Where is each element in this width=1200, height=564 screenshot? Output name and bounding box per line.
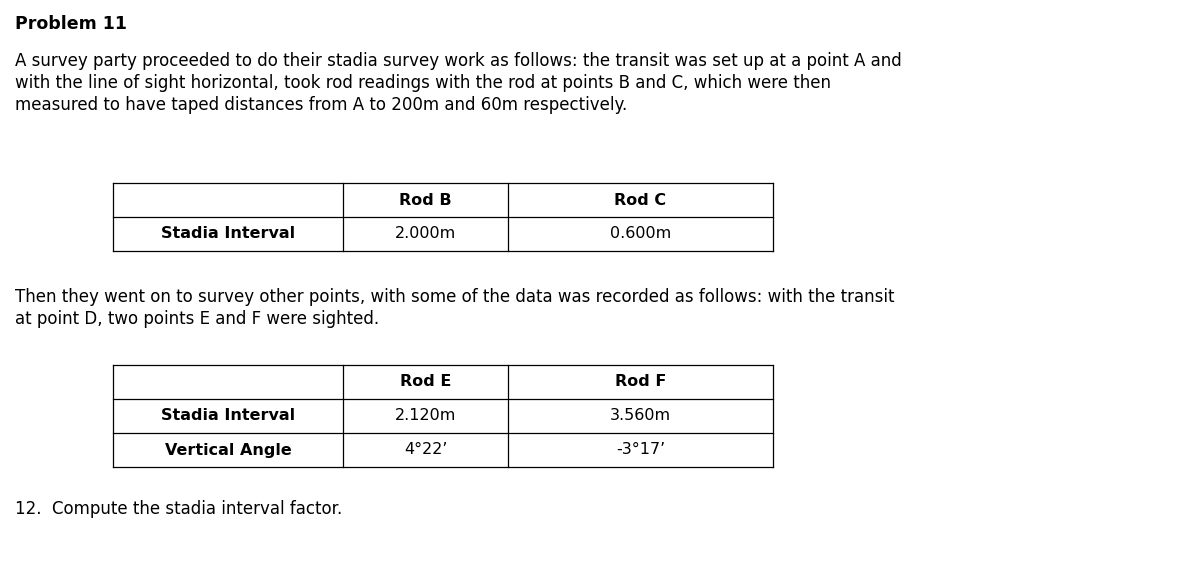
Text: 4°22’: 4°22’ xyxy=(404,443,448,457)
Text: at point D, two points E and F were sighted.: at point D, two points E and F were sigh… xyxy=(14,310,379,328)
Text: Then they went on to survey other points, with some of the data was recorded as : Then they went on to survey other points… xyxy=(14,288,894,306)
Text: Rod E: Rod E xyxy=(400,374,451,390)
Text: Vertical Angle: Vertical Angle xyxy=(164,443,292,457)
Text: Rod F: Rod F xyxy=(614,374,666,390)
Text: 3.560m: 3.560m xyxy=(610,408,671,424)
Text: Stadia Interval: Stadia Interval xyxy=(161,408,295,424)
Text: 2.000m: 2.000m xyxy=(395,227,456,241)
Text: Stadia Interval: Stadia Interval xyxy=(161,227,295,241)
Text: Rod C: Rod C xyxy=(614,192,666,208)
Text: 12.  Compute the stadia interval factor.: 12. Compute the stadia interval factor. xyxy=(14,500,342,518)
Text: Rod B: Rod B xyxy=(400,192,452,208)
Text: 2.120m: 2.120m xyxy=(395,408,456,424)
Text: measured to have taped distances from A to 200m and 60m respectively.: measured to have taped distances from A … xyxy=(14,96,628,114)
Text: -3°17’: -3°17’ xyxy=(616,443,665,457)
Text: A survey party proceeded to do their stadia survey work as follows: the transit : A survey party proceeded to do their sta… xyxy=(14,52,901,70)
Text: Problem 11: Problem 11 xyxy=(14,15,127,33)
Text: 0.600m: 0.600m xyxy=(610,227,671,241)
Text: with the line of sight horizontal, took rod readings with the rod at points B an: with the line of sight horizontal, took … xyxy=(14,74,830,92)
